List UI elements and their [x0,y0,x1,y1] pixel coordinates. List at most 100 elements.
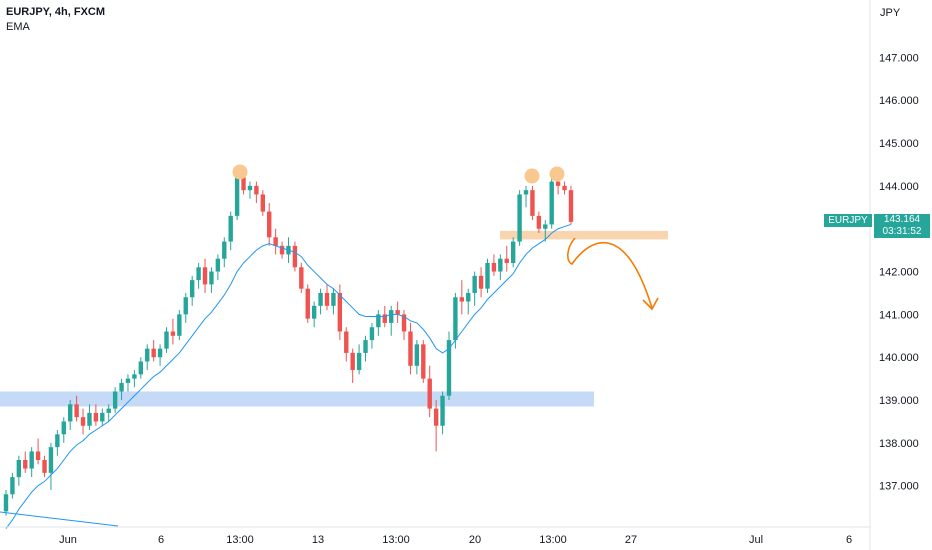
candle-body [222,241,227,259]
peak-marker[interactable] [549,166,565,182]
price-tick-label: 138.000 [879,438,919,450]
candle-body [196,267,201,281]
time-tick-label: 13:00 [226,534,254,546]
candle-body [382,314,387,323]
annotations-layer [232,164,659,311]
candle-body [299,267,304,289]
candle-body [408,331,413,366]
price-tick-label: 139.000 [879,395,919,407]
candle-body [395,310,400,315]
candle-body [61,421,66,435]
price-tick-label: 144.000 [879,181,919,193]
candle-body [10,477,15,495]
candle-body [177,314,182,336]
projection-arrowhead [642,297,659,311]
candle-body [132,374,137,379]
candle-body [215,258,221,272]
candle-body [478,275,484,289]
candle-body [555,181,561,186]
zones-layer [0,230,668,407]
candle-body [254,185,259,195]
candle-body [48,447,54,473]
candle-body [234,177,240,216]
candle-body [337,292,343,332]
time-tick-label: Jul [749,534,763,546]
symbol-price-tag: EURJPY [824,214,872,227]
candle-body [151,348,156,358]
peak-marker[interactable] [232,164,248,180]
projection-arrow[interactable] [567,237,653,309]
candle-body [16,460,22,478]
price-tick-label: 145.000 [879,138,919,150]
peak-marker[interactable] [524,168,540,184]
candle-body [517,194,522,242]
candle-body [87,412,92,426]
candle-body [292,245,298,268]
candle-body [260,194,265,212]
candle-body [100,412,105,422]
candle-body [414,344,420,366]
candle-body [562,185,567,191]
candle-body [324,292,330,306]
candle-body [29,451,34,469]
currency-unit: JPY [880,7,901,19]
candle-body [318,292,323,306]
candle-body [189,280,195,298]
indicator-label[interactable]: EMA [6,21,30,33]
candle-body [466,292,471,302]
long-ema-line[interactable] [0,511,119,527]
candle-body [498,258,503,272]
candle-body [523,190,529,195]
candle-body [55,434,60,448]
time-axis[interactable]: Jun 6 13:00 13 13:00 20 13:00 27 Jul 6 [59,534,852,546]
candle-body [543,224,548,229]
ema-layer [0,223,572,529]
candle-body [446,340,452,396]
candle-body [401,314,407,332]
time-tick-label: 6 [158,534,164,546]
candle-body [145,348,150,362]
current-price-tag: 143.164 03:31:52 [874,214,930,238]
candle-body [93,412,99,422]
candle-body [491,262,497,272]
candle-body [119,382,124,392]
candle-body [247,185,253,191]
candle-body [305,288,310,319]
candles-layer [3,173,574,516]
candle-body [112,391,118,409]
candle-body [536,215,542,229]
candle-body [376,314,381,328]
price-tick-label: 147.000 [879,52,919,64]
price-tick-label: 141.000 [879,309,919,321]
candle-body [170,331,176,336]
candle-body [125,378,131,383]
candle-body [568,190,574,222]
candle-body [80,417,86,426]
resistance-zone[interactable] [500,230,668,240]
price-tick-label: 140.000 [879,352,919,364]
candle-body [440,395,445,426]
price-axis[interactable]: 137.000 138.000 139.000 140.000 141.000 142.0… [879,52,919,492]
candle-body [530,190,535,216]
candle-body [427,378,432,409]
candle-body [74,404,79,418]
time-tick-label: 27 [625,534,637,546]
candle-body [68,404,73,422]
candle-body [279,245,285,255]
ema-line[interactable] [5,223,572,529]
candle-body [433,408,439,426]
candle-body [164,331,169,349]
support-zone[interactable] [0,391,594,407]
candle-body [331,292,336,306]
candle-body [157,348,163,358]
candle-body [389,310,394,323]
time-tick-label: 20 [469,534,481,546]
candle-body [472,275,477,293]
candle-body [183,297,188,315]
candle-body [363,340,368,353]
time-tick-label: 13:00 [382,534,410,546]
candle-body [202,267,208,285]
candle-body [209,271,214,285]
candle-body [504,258,509,263]
